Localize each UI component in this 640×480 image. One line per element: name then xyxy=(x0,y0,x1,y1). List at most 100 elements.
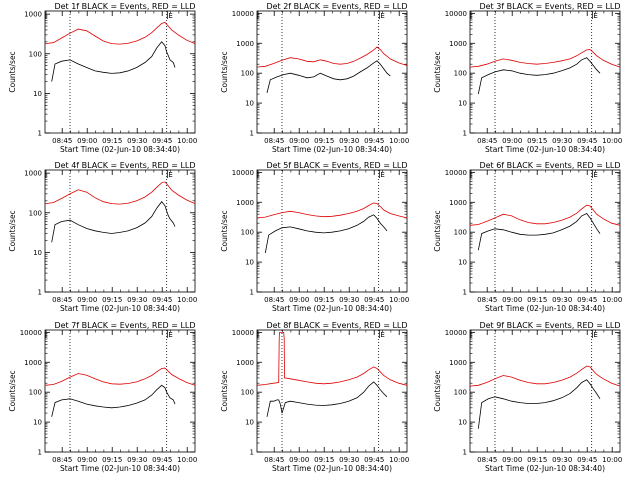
x-tick-label: 09:15 xyxy=(527,296,547,304)
y-tick-label: 100 xyxy=(29,50,42,58)
x-tick-label: 09:00 xyxy=(502,296,522,304)
x-tick-label: 09:00 xyxy=(502,456,522,464)
panel-5: Det 5f BLACK = Events, RED = LLD 1 10 100 10… xyxy=(220,161,409,313)
plot-frame xyxy=(256,10,408,134)
y-tick-label: 10000 xyxy=(232,10,254,18)
y-tick-label: 10 xyxy=(245,419,254,427)
x-tick-label: 09:45 xyxy=(364,296,384,304)
y-axis-label: Counts/sec xyxy=(8,210,17,251)
y-tick-label: 10000 xyxy=(445,10,467,18)
x-tick-label: 09:15 xyxy=(102,296,122,304)
y-tick-label: 10000 xyxy=(445,329,467,337)
events-series-line xyxy=(51,384,176,417)
y-axis-label: Counts/sec xyxy=(8,51,17,92)
x-tick-label: 09:45 xyxy=(152,137,172,145)
y-tick-label: 10 xyxy=(458,259,467,267)
x-tick-label: 10:00 xyxy=(389,137,409,145)
x-tick-label: 10:00 xyxy=(177,137,197,145)
x-tick-label: 09:00 xyxy=(289,456,309,464)
y-tick-label: 1 xyxy=(250,130,254,138)
x-tick-label: 09:15 xyxy=(102,456,122,464)
x-tick-label: 08:45 xyxy=(264,456,284,464)
y-tick-label: 1000 xyxy=(449,199,467,207)
y-tick-label: 10000 xyxy=(445,169,467,177)
events-series-line xyxy=(477,57,601,95)
events-series-line xyxy=(477,379,601,429)
panel-4: Det 4f BLACK = Events, RED = LLD 1 10 100 10… xyxy=(8,161,197,313)
x-tick-label: 09:45 xyxy=(577,296,597,304)
y-tick-label: 1000 xyxy=(24,170,42,178)
x-tick-label: 09:30 xyxy=(127,456,147,464)
y-tick-label: 1 xyxy=(463,289,467,297)
plot-frame xyxy=(44,10,196,134)
x-tick-label: 09:30 xyxy=(339,456,359,464)
x-tick-label: 09:15 xyxy=(527,137,547,145)
event-marker-label: E xyxy=(168,12,172,20)
y-axis-label: Counts/sec xyxy=(220,51,229,92)
x-axis-label: Start Time (02-Jun-10 08:34:40) xyxy=(485,145,605,154)
events-series-line xyxy=(51,201,176,243)
y-tick-label: 100 xyxy=(454,70,467,78)
panel-7: Det 7f BLACK = Events, RED = LLD 1 10 100 10… xyxy=(8,321,197,473)
panel-8: Det 8f BLACK = Events, RED = LLD 1 10 100 10… xyxy=(220,321,409,473)
x-tick-label: 09:45 xyxy=(152,456,172,464)
lld-series-line xyxy=(256,46,408,68)
y-tick-label: 1000 xyxy=(236,199,254,207)
x-tick-label: 09:00 xyxy=(77,137,97,145)
plot-frame xyxy=(469,10,621,134)
x-axis-label: Start Time (02-Jun-10 08:34:40) xyxy=(60,145,180,154)
y-tick-label: 1 xyxy=(38,289,42,297)
lld-series-line xyxy=(256,331,408,386)
panel-title: Det 6f BLACK = Events, RED = LLD xyxy=(479,161,620,170)
x-tick-label: 08:45 xyxy=(264,137,284,145)
plot-frame xyxy=(256,169,408,293)
lld-series-line xyxy=(256,202,408,219)
y-tick-label: 1000 xyxy=(24,359,42,367)
y-tick-label: 10 xyxy=(33,90,42,98)
x-tick-label: 08:45 xyxy=(52,456,72,464)
x-tick-label: 09:30 xyxy=(127,296,147,304)
x-axis-label: Start Time (02-Jun-10 08:34:40) xyxy=(60,304,180,313)
y-tick-label: 100 xyxy=(241,389,254,397)
panel-title: Det 8f BLACK = Events, RED = LLD xyxy=(266,321,407,330)
events-series-line xyxy=(51,41,176,82)
x-tick-label: 10:00 xyxy=(602,456,622,464)
y-axis-label: Counts/sec xyxy=(433,210,442,251)
x-tick-label: 10:00 xyxy=(602,296,622,304)
y-tick-label: 1 xyxy=(38,130,42,138)
x-axis-label: Start Time (02-Jun-10 08:34:40) xyxy=(272,304,392,313)
x-tick-label: 09:45 xyxy=(364,137,384,145)
y-tick-label: 100 xyxy=(454,389,467,397)
event-marker-label: E xyxy=(593,171,597,179)
x-tick-label: 09:15 xyxy=(314,296,334,304)
panel-title: Det 9f BLACK = Events, RED = LLD xyxy=(479,321,620,330)
panel-title: Det 4f BLACK = Events, RED = LLD xyxy=(54,161,195,170)
y-tick-label: 10 xyxy=(458,419,467,427)
event-marker-label: E xyxy=(380,171,384,179)
y-tick-label: 1000 xyxy=(236,40,254,48)
x-tick-label: 09:45 xyxy=(577,456,597,464)
panel-title: Det 7f BLACK = Events, RED = LLD xyxy=(54,321,195,330)
panel-6: Det 6f BLACK = Events, RED = LLD 1 10 100 10… xyxy=(433,161,622,313)
y-tick-label: 10000 xyxy=(232,169,254,177)
lld-series-line xyxy=(469,365,621,387)
x-tick-label: 10:00 xyxy=(177,296,197,304)
x-tick-label: 08:45 xyxy=(477,456,497,464)
x-axis-label: Start Time (02-Jun-10 08:34:40) xyxy=(60,464,180,473)
plot-frame xyxy=(44,169,196,293)
y-tick-label: 10 xyxy=(245,100,254,108)
event-marker-label: E xyxy=(168,331,172,339)
event-marker-label: E xyxy=(168,171,172,179)
x-tick-label: 08:45 xyxy=(477,137,497,145)
lld-series-line xyxy=(44,367,196,386)
panel-title: Det 2f BLACK = Events, RED = LLD xyxy=(266,2,407,11)
events-series-line xyxy=(264,214,388,254)
x-tick-label: 10:00 xyxy=(389,456,409,464)
plot-frame xyxy=(44,329,196,453)
panel-1: Det 1f BLACK = Events, RED = LLD 1 10 100 10… xyxy=(8,2,197,154)
x-tick-label: 09:00 xyxy=(289,137,309,145)
panel-title: Det 5f BLACK = Events, RED = LLD xyxy=(266,161,407,170)
x-axis-label: Start Time (02-Jun-10 08:34:40) xyxy=(272,145,392,154)
panel-title: Det 3f BLACK = Events, RED = LLD xyxy=(479,2,620,11)
events-series-line xyxy=(266,60,391,93)
